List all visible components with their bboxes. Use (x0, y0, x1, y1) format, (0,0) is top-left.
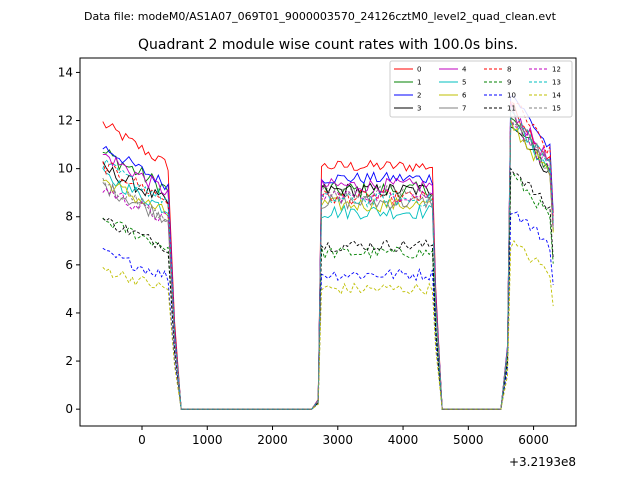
legend-label-5: 5 (462, 79, 466, 87)
x-axis-offset-label: +3.2193e8 (509, 455, 576, 469)
legend-label-1: 1 (417, 79, 421, 87)
y-tick-label: 2 (65, 354, 73, 368)
axes-frame (79, 57, 577, 427)
x-tick-label: 5000 (453, 433, 484, 447)
legend-label-2: 2 (417, 92, 421, 100)
y-tick-label: 8 (65, 210, 73, 224)
legend-label-13: 13 (552, 79, 561, 87)
legend-label-15: 15 (552, 105, 561, 113)
data-file-label: Data file: modeM0/AS1A07_069T01_90000035… (84, 10, 557, 23)
plot-area (102, 95, 554, 410)
x-tick-label: 1000 (192, 433, 223, 447)
y-axis: 0 2 4 6 8 10 12 14 (58, 65, 80, 416)
y-tick-label: 6 (65, 258, 73, 272)
y-tick-label: 4 (65, 306, 73, 320)
series-line-14 (102, 239, 554, 410)
legend-label-3: 3 (417, 105, 421, 113)
legend-label-14: 14 (552, 92, 561, 100)
legend-label-0: 0 (417, 66, 421, 74)
x-tick-label: 4000 (388, 433, 419, 447)
legend-label-8: 8 (507, 66, 511, 74)
x-tick-label: 0 (138, 433, 146, 447)
legend-label-4: 4 (462, 66, 467, 74)
y-tick-label: 0 (65, 402, 73, 416)
legend-label-12: 12 (552, 66, 561, 74)
legend-label-9: 9 (507, 79, 511, 87)
series-line-15 (102, 114, 554, 410)
legend-label-11: 11 (507, 105, 516, 113)
legend-label-10: 10 (507, 92, 516, 100)
legend-box (389, 60, 573, 118)
y-tick-label: 12 (58, 114, 73, 128)
y-tick-label: 14 (58, 65, 73, 79)
chart-title: Quadrant 2 module wise count rates with … (138, 37, 518, 53)
series-line-9 (102, 173, 554, 410)
x-tick-label: 2000 (257, 433, 288, 447)
x-axis: 0 1000 2000 3000 4000 5000 6000 (138, 426, 549, 447)
legend-label-6: 6 (462, 92, 467, 100)
series-line-8 (102, 100, 554, 410)
x-tick-label: 6000 (518, 433, 549, 447)
legend-label-7: 7 (462, 105, 466, 113)
x-tick-label: 3000 (323, 433, 354, 447)
y-tick-label: 10 (58, 162, 73, 176)
